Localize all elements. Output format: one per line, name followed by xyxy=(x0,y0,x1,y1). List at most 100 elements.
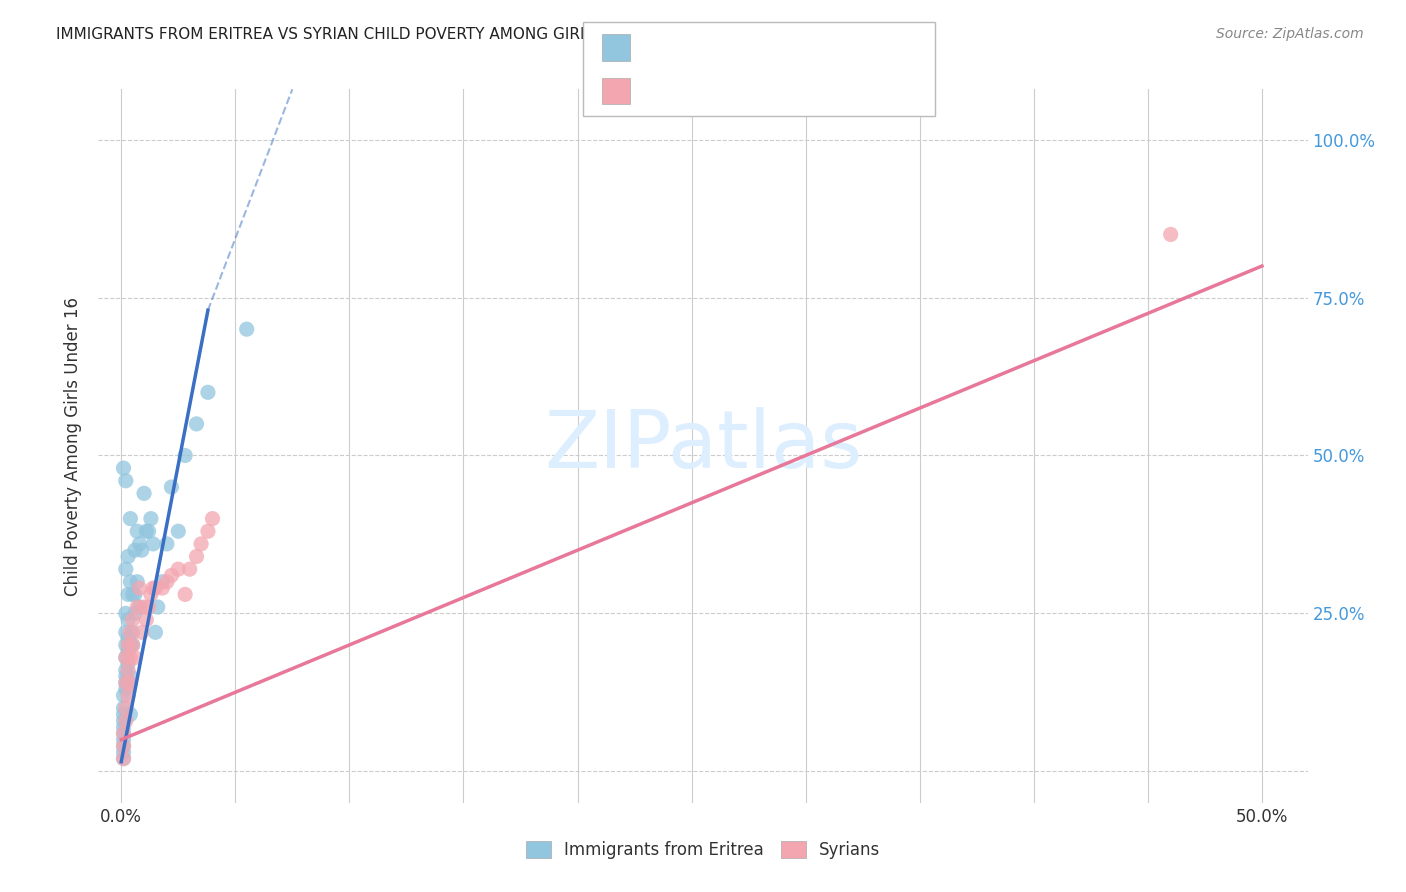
Point xyxy=(127,524,149,539)
Point xyxy=(121,638,143,652)
Point xyxy=(132,600,155,615)
Point xyxy=(160,568,183,582)
Point xyxy=(197,385,219,400)
Point xyxy=(114,650,136,665)
Point xyxy=(112,461,135,475)
Point xyxy=(145,625,167,640)
Point xyxy=(120,675,142,690)
Point xyxy=(117,675,139,690)
Point xyxy=(120,625,142,640)
Point xyxy=(117,644,139,658)
Point xyxy=(124,650,146,665)
Point xyxy=(120,650,142,665)
Point xyxy=(112,751,135,765)
Point xyxy=(114,675,136,690)
Point xyxy=(121,613,143,627)
Point xyxy=(131,625,153,640)
Point xyxy=(179,562,201,576)
Text: Source: ZipAtlas.com: Source: ZipAtlas.com xyxy=(1216,27,1364,41)
Point xyxy=(120,707,142,722)
Text: N = 36: N = 36 xyxy=(749,82,811,100)
Point xyxy=(156,537,179,551)
Point xyxy=(128,581,150,595)
Point xyxy=(114,701,136,715)
Point xyxy=(156,574,179,589)
Point xyxy=(186,549,208,564)
Point xyxy=(120,511,142,525)
Point xyxy=(139,587,162,601)
Text: R = 0.504: R = 0.504 xyxy=(641,38,731,56)
Point xyxy=(121,587,143,601)
Legend: Immigrants from Eritrea, Syrians: Immigrants from Eritrea, Syrians xyxy=(519,834,887,866)
Point xyxy=(120,574,142,589)
Point xyxy=(174,449,197,463)
Point xyxy=(138,524,160,539)
Point xyxy=(112,732,135,747)
Point xyxy=(135,613,157,627)
Point xyxy=(124,607,146,621)
Point xyxy=(128,537,150,551)
Point xyxy=(114,625,136,640)
Point xyxy=(124,587,146,601)
Point xyxy=(117,689,139,703)
Point xyxy=(114,474,136,488)
Text: ZIPatlas: ZIPatlas xyxy=(544,407,862,485)
Point xyxy=(112,707,135,722)
Point xyxy=(117,632,139,646)
Point xyxy=(167,524,190,539)
Point xyxy=(114,682,136,697)
Text: N = 59: N = 59 xyxy=(749,38,811,56)
Point xyxy=(235,322,257,336)
Point xyxy=(112,739,135,753)
Point xyxy=(112,720,135,734)
Point xyxy=(117,638,139,652)
Point xyxy=(117,613,139,627)
Point xyxy=(112,714,135,728)
Point xyxy=(117,549,139,564)
Point xyxy=(135,524,157,539)
Point xyxy=(114,663,136,677)
Point xyxy=(114,669,136,683)
Point xyxy=(127,574,149,589)
Point xyxy=(112,726,135,740)
Point xyxy=(139,511,162,525)
Point xyxy=(112,701,135,715)
Point xyxy=(127,600,149,615)
Point xyxy=(120,638,142,652)
Point xyxy=(114,562,136,576)
Point xyxy=(190,537,212,551)
Point xyxy=(112,739,135,753)
Point xyxy=(146,600,169,615)
Point xyxy=(128,600,150,615)
Point xyxy=(112,726,135,740)
Point xyxy=(112,745,135,759)
Point xyxy=(167,562,190,576)
Text: R = 0.679: R = 0.679 xyxy=(641,82,733,100)
Point xyxy=(138,600,160,615)
Point xyxy=(197,524,219,539)
Point xyxy=(174,587,197,601)
Point xyxy=(114,650,136,665)
Point xyxy=(201,511,224,525)
Point xyxy=(121,638,143,652)
Point xyxy=(117,657,139,671)
Point xyxy=(132,486,155,500)
Y-axis label: Child Poverty Among Girls Under 16: Child Poverty Among Girls Under 16 xyxy=(65,296,83,596)
Point xyxy=(186,417,208,431)
Point xyxy=(114,638,136,652)
Point xyxy=(121,625,143,640)
Point xyxy=(150,581,173,595)
Point xyxy=(114,607,136,621)
Point xyxy=(112,689,135,703)
Point xyxy=(142,537,165,551)
Point xyxy=(117,587,139,601)
Point xyxy=(114,675,136,690)
Point xyxy=(1160,227,1182,242)
Text: IMMIGRANTS FROM ERITREA VS SYRIAN CHILD POVERTY AMONG GIRLS UNDER 16 CORRELATION: IMMIGRANTS FROM ERITREA VS SYRIAN CHILD … xyxy=(56,27,852,42)
Point xyxy=(117,663,139,677)
Point xyxy=(112,751,135,765)
Point xyxy=(120,669,142,683)
Point xyxy=(131,543,153,558)
Point xyxy=(160,480,183,494)
Point xyxy=(124,543,146,558)
